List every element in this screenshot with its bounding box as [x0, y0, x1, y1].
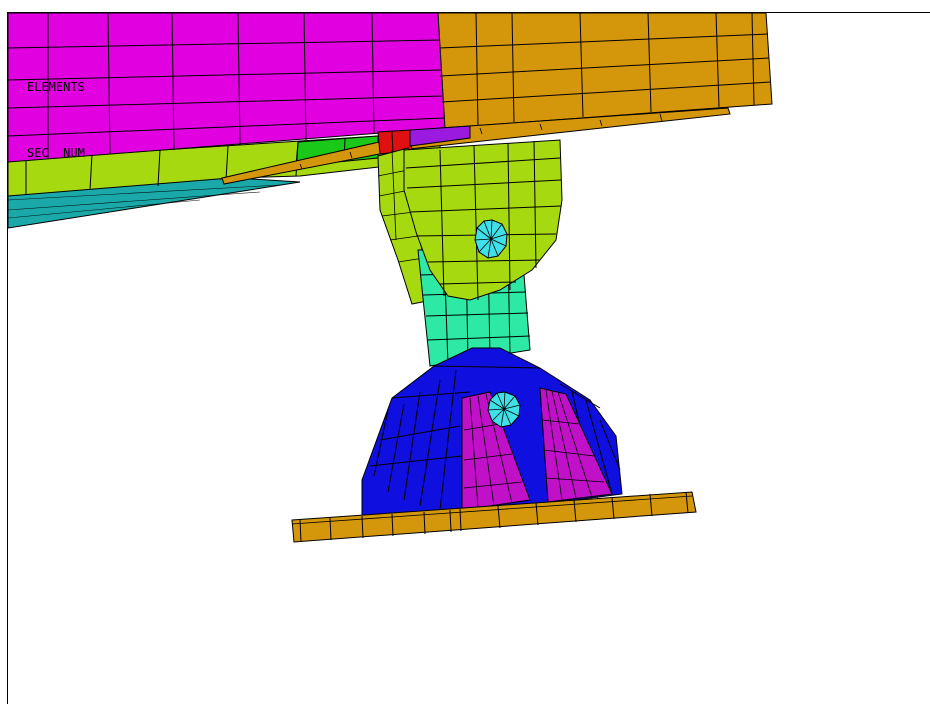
girder-magenta-block — [8, 13, 446, 163]
viewport-frame-left — [7, 12, 8, 704]
legend-title: ELEMENTS — [27, 80, 85, 94]
bearing-top-plate — [221, 107, 731, 185]
viewport-frame-top — [7, 12, 930, 13]
bearing-sole-plate — [291, 491, 697, 543]
base-stiffener-left — [461, 391, 531, 511]
girder-orange-block — [437, 13, 773, 129]
lower-pin-hole — [487, 391, 521, 428]
upper-knuckle-front — [403, 139, 563, 301]
legend-subtitle: SEC NUM — [27, 146, 85, 160]
upper-pin-hole — [474, 219, 508, 259]
base-stiffener-right — [539, 387, 613, 503]
element-legend: ELEMENTS SEC NUM — [27, 32, 85, 208]
